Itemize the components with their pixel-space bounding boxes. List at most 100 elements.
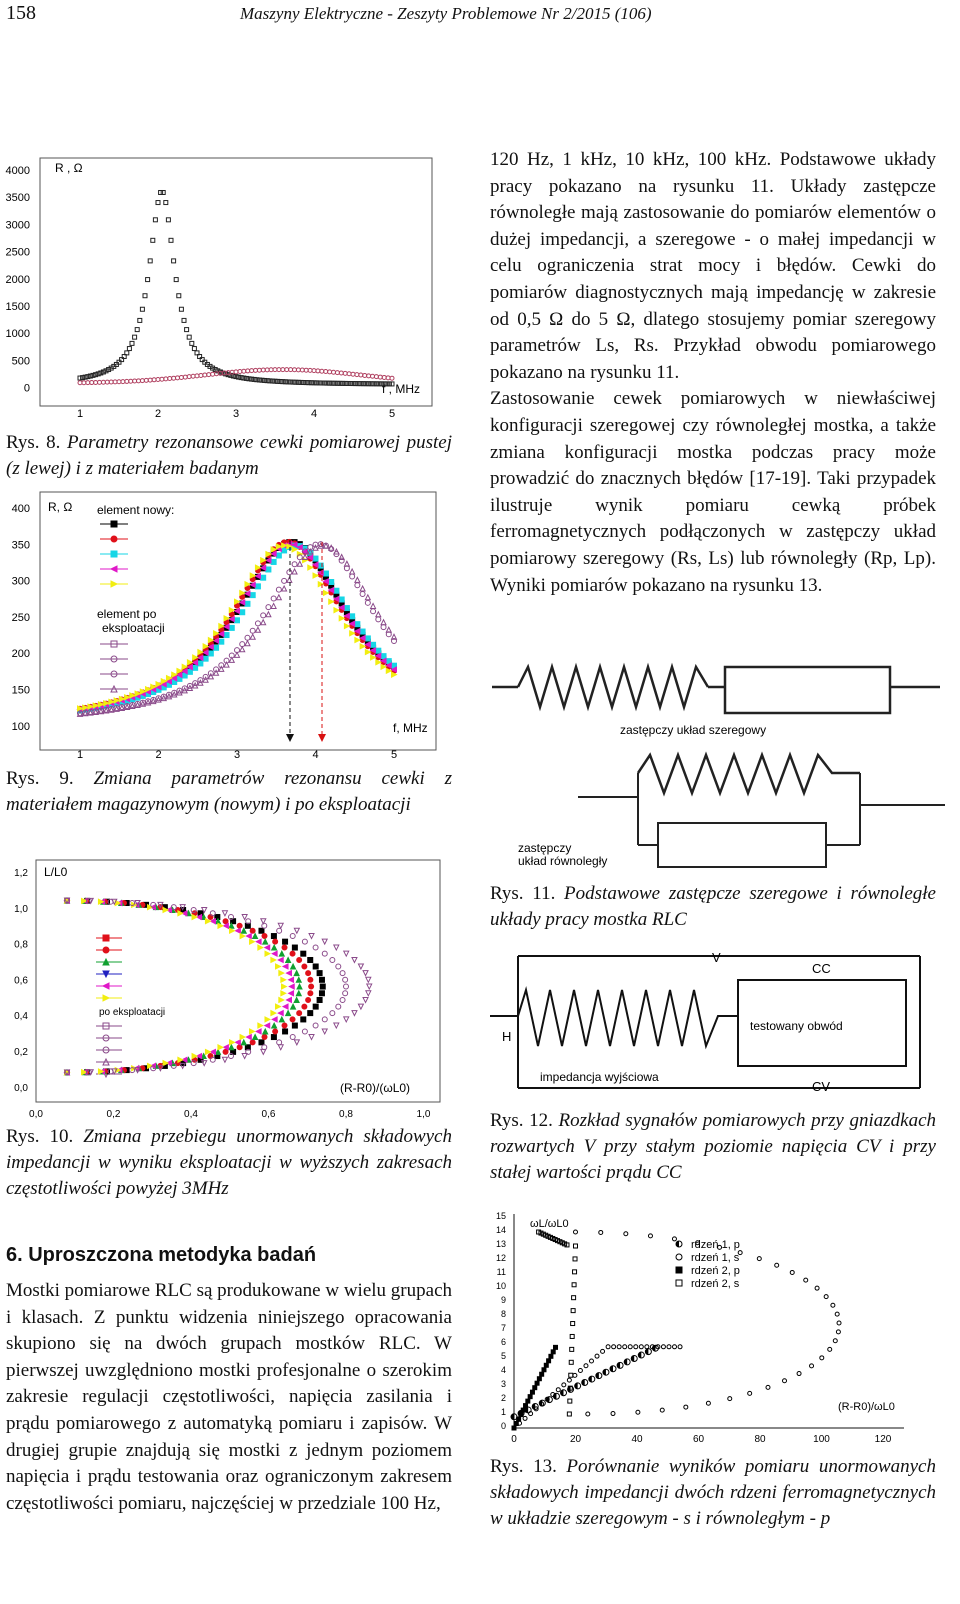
rdzen-1-p-point [644, 1348, 652, 1356]
rdzen-1-s-point [623, 1231, 629, 1237]
curve-point-material [373, 374, 379, 380]
rdzen-2-p-point [523, 1403, 529, 1409]
curve-point-material [85, 380, 91, 386]
curve-point-empty [350, 381, 356, 387]
curve-point [281, 577, 288, 584]
curve-point [175, 671, 183, 679]
curve-point [258, 927, 265, 934]
curve-point [170, 1062, 177, 1069]
curve-point [296, 982, 303, 990]
y-tick-label: 1500 [6, 301, 30, 313]
legend-marker-new [102, 970, 110, 979]
curve-point [375, 616, 382, 623]
curve-point [322, 542, 330, 549]
curve-point-material [288, 367, 294, 373]
curve-point-empty [129, 340, 135, 346]
y-tick-label: 1000 [6, 328, 30, 340]
x-tick-label: 0 [511, 1434, 517, 1445]
curve-point [276, 1039, 283, 1046]
curve-point-empty [376, 381, 382, 387]
curve-point [257, 944, 264, 951]
curve-point [81, 709, 89, 717]
legend-used-label-2: eksploatacji [102, 621, 165, 635]
fig11-circuit: zastępczy układ szeregowy zastępczy ukła… [492, 662, 945, 868]
curve-point [103, 699, 110, 707]
curve-point [191, 1052, 199, 1060]
curve-point [333, 606, 341, 614]
y-tick-label: 1,2 [14, 868, 28, 879]
curve-point [351, 1010, 358, 1017]
curve-point-material [249, 368, 255, 374]
rdzen-1-s-point [782, 1378, 788, 1384]
rdzen-1-p-point [538, 1399, 546, 1407]
curve-point [261, 933, 268, 940]
legend-label: rdzeń 2, p [691, 1265, 740, 1277]
x-tick-label: 1 [77, 408, 83, 420]
curve-point [155, 695, 162, 702]
curve-point [229, 1039, 236, 1046]
curve-point-empty [142, 293, 148, 299]
series-inductor [516, 662, 710, 712]
legend-new-label: element nowy: [97, 503, 174, 517]
curve-point-material [264, 367, 270, 373]
curve-point [362, 996, 369, 1004]
curve-point [181, 685, 188, 692]
curve-point [207, 672, 215, 680]
curve-point [349, 629, 356, 637]
curve-point [289, 1016, 296, 1023]
y-tick-label: 12 [496, 1253, 506, 1263]
curve-point [312, 1022, 319, 1029]
rdzen-1-p-point [531, 1403, 539, 1411]
curve-point [217, 922, 225, 930]
curve-point [289, 1034, 296, 1041]
curve-point-empty [176, 293, 182, 299]
fig10-caption: Rys. 10. Zmiana przebiegu unormowanych s… [6, 1124, 452, 1202]
curve-point [263, 1022, 271, 1029]
rdzen-2-p-point [527, 1394, 533, 1400]
parallel-inductor [636, 751, 860, 797]
y-tick-label: 0,0 [14, 1083, 28, 1094]
curve-point [280, 584, 288, 592]
rdzen-2-p-point [532, 1385, 538, 1391]
curve-point [222, 623, 230, 631]
rdzen-1-s-point [789, 1269, 795, 1275]
caption-text: Porównanie wyników pomiaru unormowanych … [490, 1456, 936, 1529]
curve-point-empty [199, 357, 205, 363]
curve-point-material [253, 367, 258, 373]
curve-point-material [163, 376, 169, 382]
legend-marker-new [102, 957, 110, 966]
curve-point [282, 938, 289, 945]
curve-point [275, 552, 282, 559]
curve-point [218, 662, 225, 669]
rdzen-2-p-point [546, 1358, 552, 1364]
curve-point-empty [145, 277, 151, 283]
y-tick-label: 0 [501, 1421, 506, 1431]
curve-point [134, 900, 141, 907]
rdzen-2-p-point [536, 1376, 542, 1382]
caption-text: Parametry rezonansowe cewki pomiarowej p… [6, 432, 452, 479]
curve-point [385, 662, 392, 669]
rdzen-1-s-point [834, 1311, 840, 1317]
curve-point [222, 918, 229, 925]
curve-point-empty [280, 379, 286, 385]
curve-point-empty [238, 375, 244, 381]
curve-point [165, 678, 172, 685]
curve-point [179, 1062, 186, 1070]
rdzen-2-s-point [568, 1359, 574, 1365]
plot-frame [35, 859, 441, 1103]
curve-point [254, 564, 262, 571]
curve-point-material [346, 371, 352, 377]
rdzen-1-s-point [819, 1355, 825, 1361]
curve-point-empty [173, 277, 179, 283]
curve-point-empty [116, 359, 122, 365]
legend-marker-used [102, 1046, 110, 1054]
legend-marker-new [110, 535, 118, 543]
curve-point [217, 630, 225, 638]
curve-point [287, 989, 295, 997]
curve-point [328, 598, 335, 605]
curve-point [365, 990, 372, 997]
rdzen-1-p-point [609, 1365, 617, 1373]
curve-point [291, 546, 299, 553]
curve-point [335, 1003, 342, 1010]
curve-point [343, 612, 350, 620]
